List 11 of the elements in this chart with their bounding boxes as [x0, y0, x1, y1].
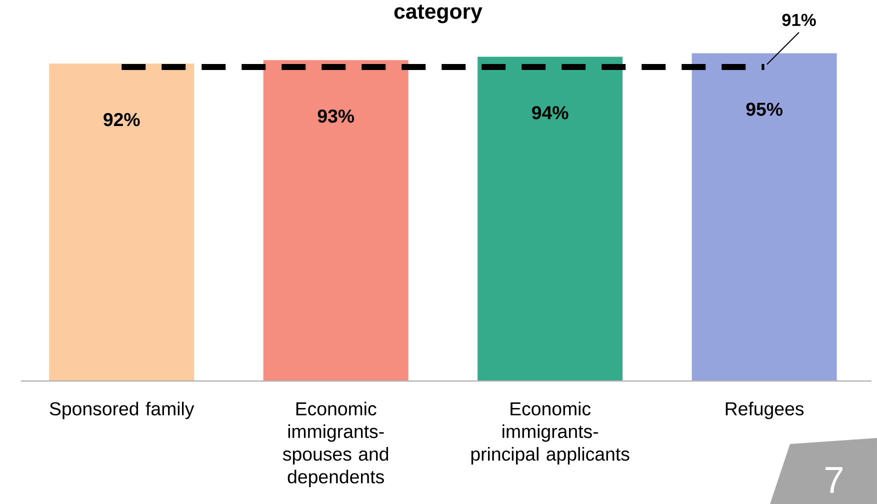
data-label: 94%: [532, 106, 568, 120]
data-label: 95%: [746, 102, 782, 116]
ref-line-label: 91%: [782, 14, 816, 26]
x-tick-label: Refugees: [726, 402, 804, 420]
text: 7: [826, 467, 843, 493]
data-label: 93%: [318, 110, 354, 123]
chart-title: category: [394, 4, 482, 24]
x-tick-label: Economic immigrants-spouses and dependents: [282, 402, 388, 488]
x-tick-label: Sponsored family: [50, 402, 194, 420]
x-tick-label: Economic immigrants-principal applicants: [471, 402, 630, 464]
data-label: 92%: [104, 112, 140, 126]
